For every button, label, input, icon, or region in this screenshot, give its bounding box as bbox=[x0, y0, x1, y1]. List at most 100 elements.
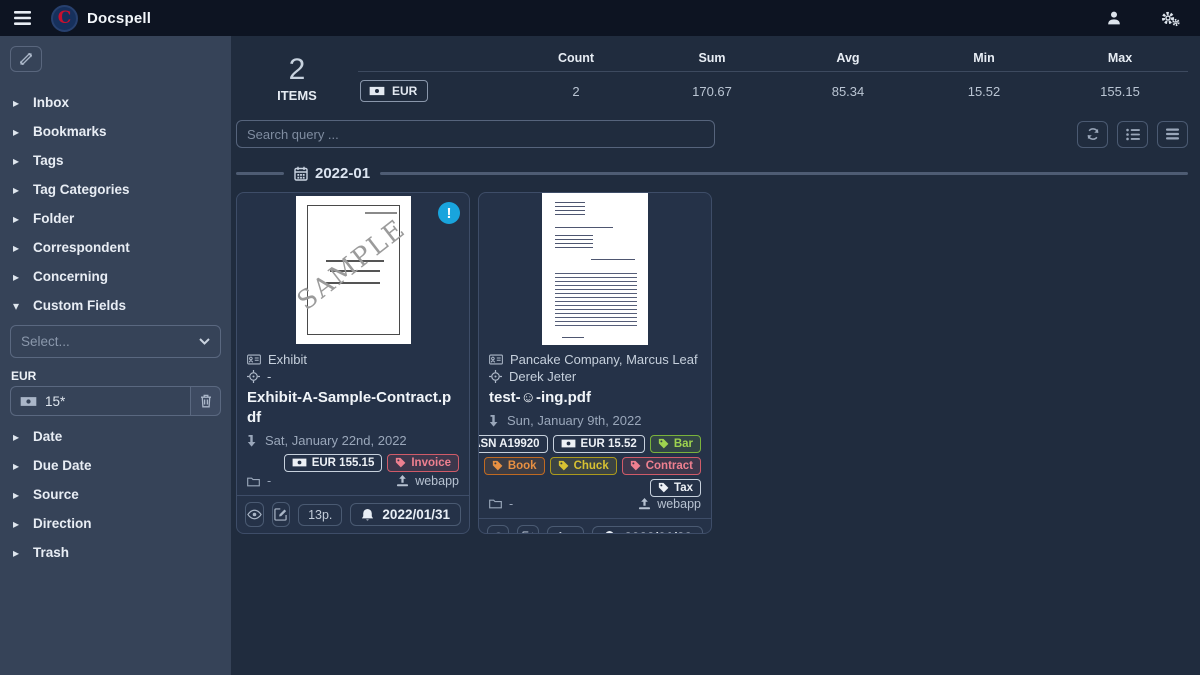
caret-right-icon: ▸ bbox=[13, 211, 20, 226]
sidebar-item-folder[interactable]: ▸ Folder bbox=[0, 204, 231, 233]
arrow-down-icon bbox=[489, 414, 500, 427]
stats-val-min: 15.52 bbox=[967, 83, 1001, 99]
folder-icon bbox=[489, 498, 502, 509]
money-bill-icon bbox=[369, 86, 385, 96]
money-bill-icon bbox=[292, 458, 307, 467]
sidebar-item-label: Trash bbox=[33, 545, 70, 560]
clear-custom-field-button[interactable] bbox=[190, 386, 221, 416]
currency-filter-button[interactable]: EUR bbox=[360, 80, 429, 102]
due-date-value: 2022/01/31 bbox=[382, 507, 450, 522]
folder-source-row: - webapp bbox=[247, 474, 459, 495]
sidebar-item-label: Concerning bbox=[33, 269, 109, 284]
correspondent-line: Pancake Company, Marcus Leaf bbox=[489, 351, 701, 368]
tag-badge[interactable]: Contract bbox=[621, 456, 701, 475]
tag-badge[interactable]: Invoice bbox=[387, 453, 459, 472]
sidebar-item-label: Correspondent bbox=[33, 240, 130, 255]
sidebar-item-date[interactable]: ▸ Date bbox=[0, 422, 231, 451]
money-bill-icon bbox=[561, 439, 576, 448]
tag-badge[interactable]: Book bbox=[483, 456, 545, 475]
select-placeholder: Select... bbox=[21, 334, 70, 349]
caret-right-icon: ▸ bbox=[13, 153, 20, 168]
sidebar-item-tag-categories[interactable]: ▸ Tag Categories bbox=[0, 175, 231, 204]
sidebar-item-bookmarks[interactable]: ▸ Bookmarks bbox=[0, 117, 231, 146]
item-title[interactable]: test-☺-ing.pdf bbox=[489, 389, 591, 406]
sidebar-item-custom-fields[interactable]: ▾ Custom Fields bbox=[0, 291, 231, 320]
tag-icon bbox=[558, 460, 569, 471]
top-navbar: C Docspell bbox=[0, 0, 1200, 36]
resize-diagonal-icon bbox=[20, 53, 32, 65]
document-thumbnail[interactable] bbox=[542, 193, 648, 345]
amount-badge[interactable]: EUR 15.52 bbox=[552, 434, 645, 453]
address-card-icon bbox=[247, 354, 261, 365]
bars-icon bbox=[1166, 128, 1179, 140]
preview-button[interactable] bbox=[245, 502, 264, 527]
item-card: SAMPLE ! Exhibit - bbox=[236, 192, 470, 534]
search-input[interactable] bbox=[236, 120, 715, 148]
menu-icon[interactable] bbox=[14, 11, 31, 25]
edit-icon bbox=[274, 508, 287, 521]
user-icon[interactable] bbox=[1106, 10, 1122, 26]
caret-right-icon: ▸ bbox=[13, 95, 20, 110]
tag-label: Contract bbox=[645, 459, 693, 472]
sidebar-item-direction[interactable]: ▸ Direction bbox=[0, 509, 231, 538]
custom-field-select[interactable]: Select... bbox=[10, 325, 221, 358]
sidebar-item-label: Due Date bbox=[33, 458, 92, 473]
sidebar-item-inbox[interactable]: ▸ Inbox bbox=[0, 88, 231, 117]
document-thumbnail[interactable]: SAMPLE bbox=[291, 196, 411, 344]
correspondent-name: Exhibit bbox=[268, 352, 308, 367]
tag-label: Bar bbox=[673, 437, 693, 450]
item-card: Pancake Company, Marcus Leaf Derek Jeter… bbox=[478, 192, 712, 534]
sidebar-item-label: Tag Categories bbox=[33, 182, 130, 197]
eye-icon bbox=[246, 509, 262, 520]
folder-value: - bbox=[509, 496, 514, 511]
compact-view-button[interactable] bbox=[1157, 120, 1188, 148]
asn-badge[interactable]: ASN A19920 bbox=[478, 434, 548, 453]
due-date-badge: 2022/01/31 bbox=[350, 503, 461, 526]
concerning-line: Derek Jeter bbox=[489, 368, 701, 385]
caret-right-icon: ▸ bbox=[13, 240, 20, 255]
sidebar-item-correspondent[interactable]: ▸ Correspondent bbox=[0, 233, 231, 262]
gear-icon[interactable] bbox=[1160, 10, 1180, 27]
refresh-button[interactable] bbox=[1077, 120, 1108, 148]
caret-right-icon: ▸ bbox=[13, 429, 20, 444]
stats-col-avg: Avg bbox=[836, 51, 860, 65]
tag-icon bbox=[630, 460, 641, 471]
sidebar-item-trash[interactable]: ▸ Trash bbox=[0, 538, 231, 567]
sidebar-item-tags[interactable]: ▸ Tags bbox=[0, 146, 231, 175]
stats-col-min: Min bbox=[973, 51, 995, 65]
caret-right-icon: ▸ bbox=[13, 458, 20, 473]
items-label: ITEMS bbox=[277, 88, 317, 103]
sidebar-item-due-date[interactable]: ▸ Due Date bbox=[0, 451, 231, 480]
stats-val-avg: 85.34 bbox=[831, 83, 865, 99]
tag-icon bbox=[492, 460, 503, 471]
crosshair-icon bbox=[247, 370, 260, 383]
tag-badge[interactable]: Bar bbox=[649, 434, 701, 453]
edit-button[interactable] bbox=[517, 524, 540, 533]
concerning-name: Derek Jeter bbox=[509, 369, 577, 384]
source-value: webapp bbox=[415, 474, 459, 488]
sidebar-item-concerning[interactable]: ▸ Concerning bbox=[0, 262, 231, 291]
asn-value: ASN A19920 bbox=[478, 437, 540, 450]
amount-badge[interactable]: EUR 155.15 bbox=[283, 453, 383, 472]
sidebar-item-source[interactable]: ▸ Source bbox=[0, 480, 231, 509]
tag-icon bbox=[395, 457, 406, 468]
tag-badge[interactable]: Tax bbox=[650, 478, 701, 497]
folder-value: - bbox=[267, 474, 272, 488]
bell-icon bbox=[603, 530, 616, 533]
exclamation-circle-icon[interactable]: ! bbox=[438, 202, 460, 224]
detail-list-view-button[interactable] bbox=[1117, 120, 1148, 148]
custom-field-input[interactable]: 15* bbox=[10, 386, 190, 416]
preview-button[interactable] bbox=[487, 524, 510, 533]
tag-label: Tax bbox=[674, 481, 693, 494]
item-title[interactable]: Exhibit-A-Sample-Contract.pdf bbox=[247, 389, 452, 426]
edit-icon bbox=[521, 531, 535, 533]
stats-val-sum: 170.67 bbox=[692, 83, 732, 99]
eye-icon bbox=[491, 532, 506, 533]
refresh-icon bbox=[1086, 127, 1100, 141]
expand-sidebar-button[interactable] bbox=[10, 46, 42, 72]
custom-field-group: 15* bbox=[10, 386, 221, 416]
edit-button[interactable] bbox=[271, 502, 291, 527]
sidebar-item-label: Tags bbox=[33, 153, 64, 168]
folder-icon bbox=[247, 476, 260, 487]
tag-badge[interactable]: Chuck bbox=[549, 456, 617, 475]
